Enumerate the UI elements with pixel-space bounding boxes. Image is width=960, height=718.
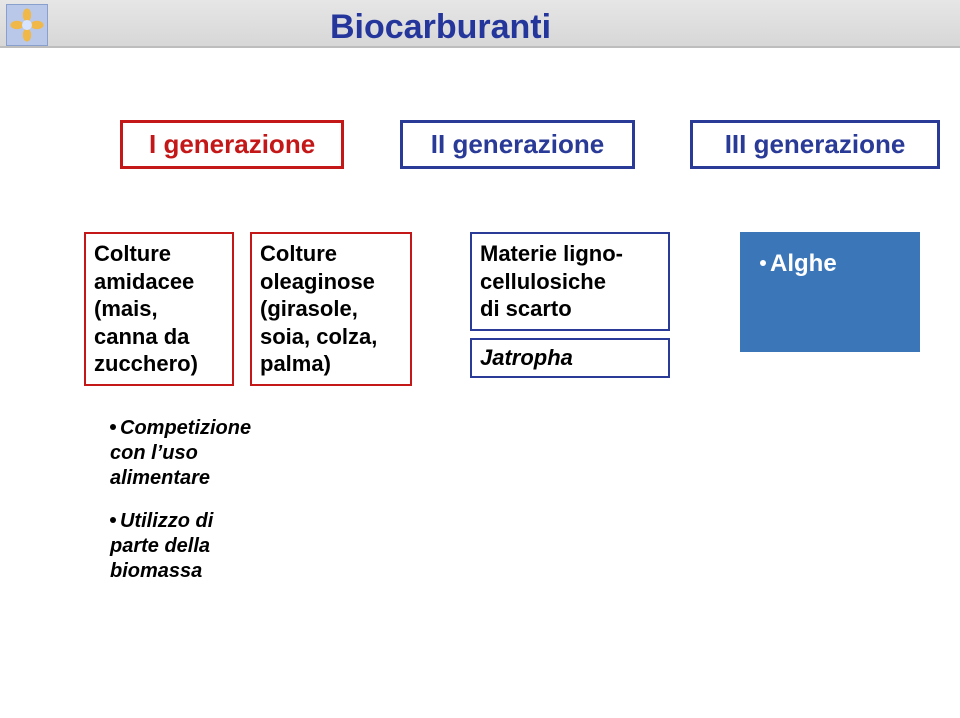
page-title: Biocarburanti [330, 8, 551, 47]
gen-box-1: I generazione [120, 120, 344, 169]
notes-list: Competizionecon l’usoalimentare Utilizzo… [110, 416, 340, 602]
box-materie-lignocellulosiche: Materie ligno-cellulosichedi scarto [470, 232, 670, 331]
logo-icon [6, 4, 48, 46]
gen-box-2: II generazione [400, 120, 635, 169]
alghe-label: Alghe [770, 250, 837, 277]
box-jatropha: Jatropha [470, 338, 670, 378]
box-colture-oleaginose: Coltureoleaginose(girasole,soia, colza,p… [250, 232, 412, 386]
note-competizione: Competizionecon l’usoalimentare [110, 416, 340, 491]
bullet-icon [760, 260, 766, 266]
gen-box-3: III generazione [690, 120, 940, 169]
note-utilizzo: Utilizzo diparte dellabiomassa [110, 509, 340, 584]
box-alghe: Alghe [740, 232, 920, 352]
box-colture-amidacee: Coltureamidacee(mais,canna dazucchero) [84, 232, 234, 386]
